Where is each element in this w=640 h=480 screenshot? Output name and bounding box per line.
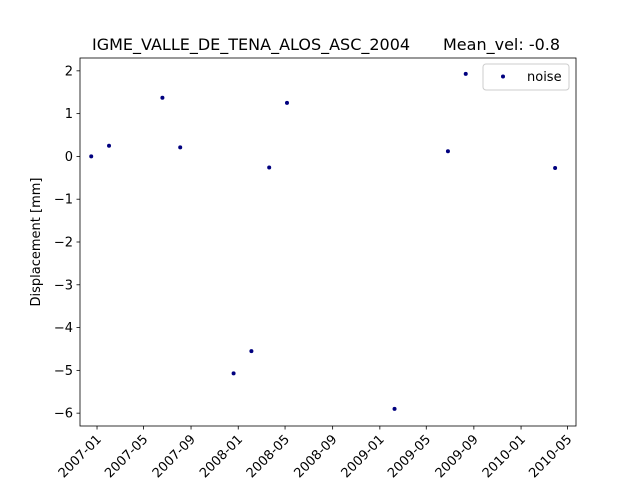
x-tick-label: 2008-09 bbox=[291, 432, 340, 480]
plot-frame bbox=[79, 57, 577, 427]
legend-marker bbox=[501, 74, 505, 79]
x-tick-label: 2010-05 bbox=[526, 432, 575, 480]
data-point bbox=[89, 154, 94, 159]
plot-area: 210−1−2−3−4−5−62007-012007-052007-092008… bbox=[54, 57, 577, 480]
data-point bbox=[249, 349, 254, 354]
y-tick-label: −3 bbox=[54, 278, 73, 293]
legend-box bbox=[482, 63, 570, 91]
chart-title: IGME_VALLE_DE_TENA_ALOS_ASC_2004 bbox=[92, 35, 410, 55]
x-tick-label: 2010-01 bbox=[480, 432, 529, 480]
data-point bbox=[463, 71, 468, 76]
y-axis-label: Displacement [mm] bbox=[29, 178, 44, 307]
y-tick-label: 1 bbox=[65, 107, 73, 122]
x-tick-label: 2008-01 bbox=[197, 432, 246, 480]
x-tick-label: 2007-05 bbox=[102, 432, 151, 480]
x-tick-label: 2009-05 bbox=[385, 432, 434, 480]
y-tick-label: 0 bbox=[65, 150, 73, 165]
y-tick-label: −6 bbox=[54, 407, 73, 422]
y-tick-label: −2 bbox=[54, 236, 73, 251]
data-point bbox=[231, 371, 236, 376]
data-point bbox=[107, 143, 112, 148]
data-point bbox=[267, 165, 272, 170]
chart-title-mean-velocity: Mean_vel: -0.8 bbox=[443, 35, 560, 55]
y-tick-label: 2 bbox=[65, 64, 73, 79]
data-point bbox=[178, 145, 183, 150]
legend-label-noise: noise bbox=[527, 70, 562, 85]
data-point bbox=[553, 165, 558, 170]
x-tick-label: 2009-01 bbox=[339, 432, 388, 480]
y-tick-label: −1 bbox=[54, 193, 73, 208]
data-point bbox=[392, 406, 397, 411]
legend: noise bbox=[482, 63, 570, 91]
data-point bbox=[160, 95, 165, 100]
data-point bbox=[284, 100, 289, 105]
y-tick-label: −4 bbox=[54, 321, 73, 336]
data-point bbox=[445, 149, 450, 154]
x-tick-label: 2007-01 bbox=[56, 432, 105, 480]
y-tick-label: −5 bbox=[54, 364, 73, 379]
x-tick-label: 2007-09 bbox=[150, 432, 199, 480]
x-tick-label: 2009-09 bbox=[433, 432, 482, 480]
x-tick-label: 2008-05 bbox=[244, 432, 293, 480]
